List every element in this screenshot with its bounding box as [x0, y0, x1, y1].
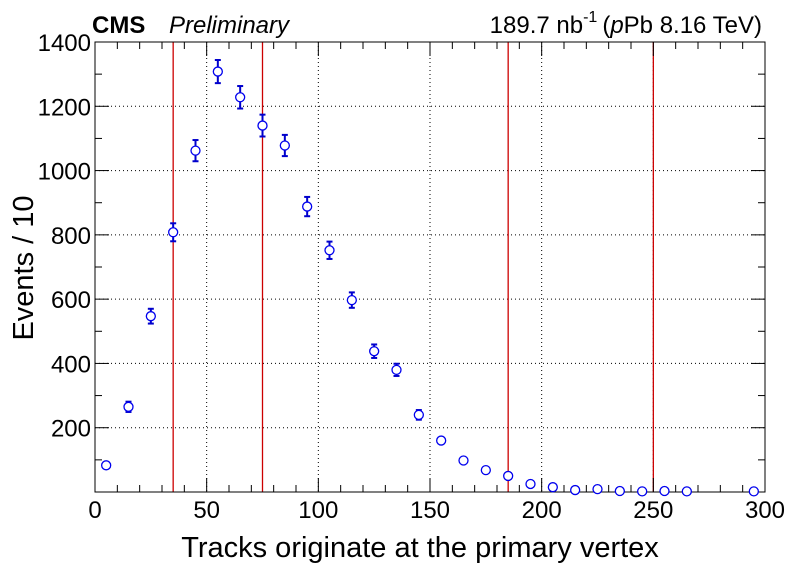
data-point: [659, 485, 670, 497]
data-point: [413, 409, 424, 421]
vertical-lines: [172, 42, 654, 492]
lumi-value: 189.7 nb: [490, 12, 583, 39]
data-point: [168, 227, 179, 238]
data-point: [369, 346, 380, 357]
data-point: [279, 140, 290, 151]
y-tick-label: 600: [51, 287, 91, 314]
y-tick-labels: 200 400 600 800 1000 1200 1400: [38, 30, 91, 443]
data-point: [324, 245, 335, 256]
plot-frame: [94, 41, 766, 493]
data-point: [101, 460, 112, 471]
lumi-label: 189.7 nb-1 (pPb 8.16 TeV): [490, 9, 762, 39]
lumi-exponent: -1: [583, 9, 597, 26]
data-point: [346, 294, 357, 306]
data-point: [302, 201, 313, 212]
data-point: [480, 464, 491, 476]
data-point: [570, 484, 581, 496]
x-tick-label: 0: [88, 497, 101, 524]
data-points: [101, 59, 759, 497]
energy-rest: Pb 8.16 TeV): [624, 12, 762, 39]
x-tick-label: 50: [193, 497, 220, 524]
axis-ticks: [94, 41, 766, 492]
data-point: [190, 145, 201, 156]
x-tick-label: 150: [410, 497, 450, 524]
y-tick-label: 200: [51, 416, 91, 443]
data-point: [681, 486, 692, 497]
data-point: [592, 483, 603, 495]
data-point: [123, 401, 134, 412]
data-point: [458, 455, 469, 466]
data-point: [637, 486, 648, 497]
data-point: [212, 66, 223, 77]
data-point: [547, 482, 558, 493]
energy-open: (: [602, 12, 610, 39]
data-point: [436, 435, 447, 446]
x-tick-label: 100: [298, 497, 338, 524]
data-point: [235, 92, 246, 103]
data-point: [748, 486, 759, 497]
x-tick-label: 300: [745, 497, 785, 524]
y-tick-label: 1400: [38, 30, 91, 57]
x-axis-title: Tracks originate at the primary vertex: [181, 532, 659, 564]
data-point: [614, 485, 625, 497]
grid: [95, 42, 765, 492]
y-tick-label: 1200: [38, 94, 91, 121]
energy-italic: p: [609, 12, 623, 39]
data-point: [525, 478, 536, 490]
x-tick-labels: 0 50 100 150 200 250 300: [88, 497, 785, 524]
status-label: Preliminary: [169, 12, 291, 39]
data-point: [503, 470, 514, 482]
y-tick-label: 1000: [38, 159, 91, 186]
y-tick-label: 400: [51, 351, 91, 378]
y-axis-title: Events / 10: [8, 195, 40, 340]
experiment-label: CMS: [92, 12, 145, 39]
data-point: [257, 120, 268, 131]
y-tick-label: 800: [51, 223, 91, 250]
data-point: [145, 311, 156, 322]
x-tick-label: 250: [633, 497, 673, 524]
data-point: [391, 364, 402, 376]
x-tick-label: 200: [522, 497, 562, 524]
